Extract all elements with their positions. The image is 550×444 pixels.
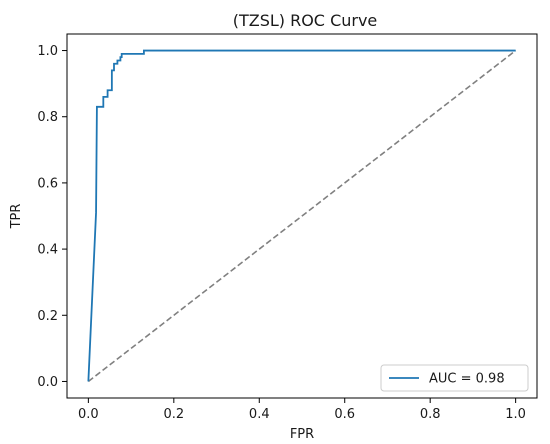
y-axis: 0.0 0.2 0.4 0.6 0.8 1.0 bbox=[37, 44, 67, 390]
x-tick-label: 0.4 bbox=[249, 407, 270, 422]
x-tick-label: 0.8 bbox=[420, 407, 441, 422]
legend: AUC = 0.98 bbox=[380, 364, 529, 392]
y-tick-label: 0.6 bbox=[37, 176, 58, 191]
chance-diagonal-line bbox=[87, 49, 517, 383]
legend-box bbox=[380, 364, 529, 392]
roc-curve-line bbox=[87, 49, 516, 382]
x-tick-label: 0.2 bbox=[163, 407, 184, 422]
legend-label: AUC = 0.98 bbox=[429, 372, 505, 387]
x-tick-label: 0.0 bbox=[78, 407, 99, 422]
y-tick-label: 0.8 bbox=[37, 110, 58, 125]
y-tick-label: 0.2 bbox=[37, 309, 58, 324]
y-axis-label: TPR bbox=[9, 204, 24, 230]
x-axis: 0.0 0.2 0.4 0.6 0.8 1.0 bbox=[78, 398, 526, 422]
chart-title: (TZSL) ROC Curve bbox=[233, 11, 378, 30]
x-axis-label: FPR bbox=[290, 427, 314, 442]
plot-frame bbox=[66, 33, 538, 399]
y-tick-label: 0.4 bbox=[37, 243, 58, 258]
x-tick-label: 0.6 bbox=[334, 407, 355, 422]
y-tick-label: 0.0 bbox=[37, 375, 58, 390]
y-tick-label: 1.0 bbox=[37, 44, 58, 59]
x-tick-label: 1.0 bbox=[505, 407, 526, 422]
plot-area bbox=[87, 49, 517, 383]
